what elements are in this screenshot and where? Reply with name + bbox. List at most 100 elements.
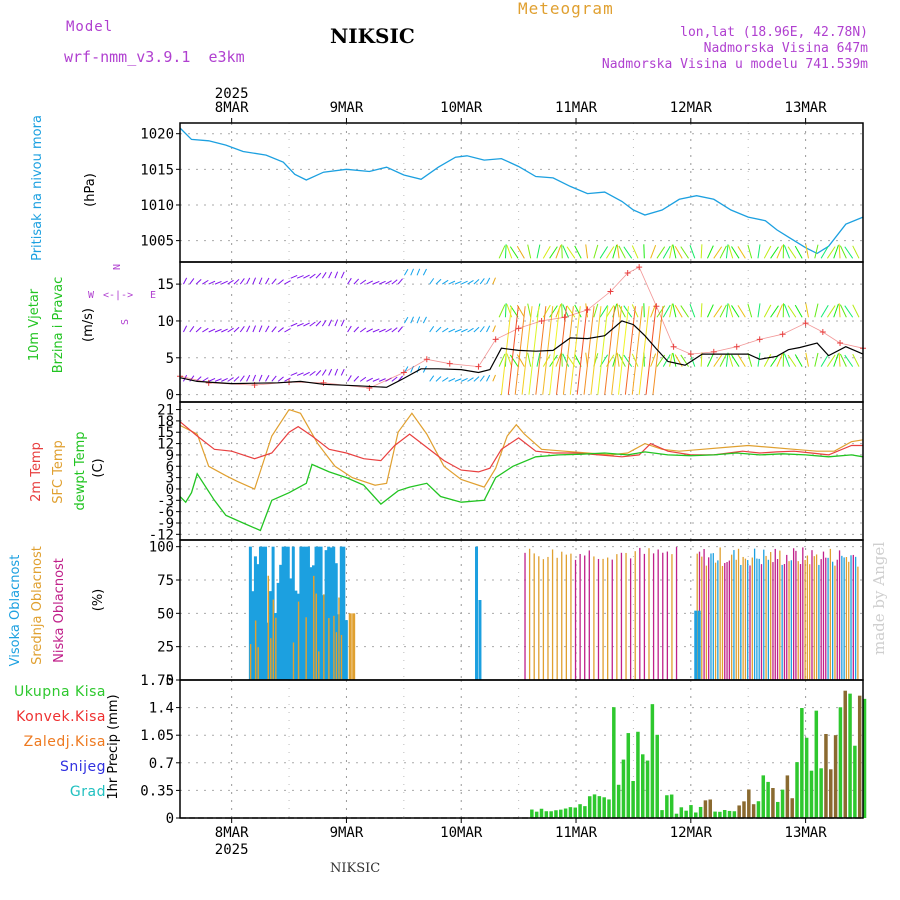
cloud-bar-high [279,564,283,680]
wind-arrow [527,352,532,367]
wind-arrow [214,281,222,285]
cloud-bar-low [703,549,705,680]
wind-arrow [631,353,639,367]
cloud-bar-low [719,547,721,680]
wind-arrow [674,304,683,318]
wind-arrow [674,245,683,259]
wind-arrow [672,303,677,318]
precip-bar [843,690,847,818]
wind-arrow [556,306,568,395]
y-tick-label: 75 [157,573,174,589]
wind-arrow [265,325,270,333]
wind-arrow [296,322,304,327]
precip-bar [640,754,645,818]
cloud-bar-low [717,560,719,680]
wind-arrow [290,274,298,279]
cloud-bar-low [556,557,558,680]
cloud-bar-low [625,552,627,680]
wind-arrow [783,353,790,367]
elevation-label: Nadmorska Visina 647m [703,41,868,56]
cloud-bar-high [697,610,701,680]
wind-arrow [509,246,519,259]
cloud-bar-low [776,559,779,680]
wind-arrow [416,268,421,276]
cloud-bar-high [327,546,331,680]
wind-arrow [321,319,327,327]
cloud-bar-low [712,553,714,680]
cloud-bar-low [809,564,811,680]
precip-bar [756,801,761,818]
wind-arrow [385,328,392,333]
y-tick-label: 1020 [140,127,174,143]
cloud-bar-mid [257,647,259,680]
wind-arrow [504,303,507,318]
precip-bar [722,809,727,818]
wind-arrow [372,280,380,285]
cloud-bar-low [730,554,733,680]
wind-arrow [277,376,284,382]
cloud-bar-high [291,546,295,680]
cloud-bar-high [299,546,303,680]
wind-arrow [359,376,367,382]
wind-arrow [833,353,839,367]
cloud-bar-low [657,549,659,680]
wind-arrow [787,246,797,259]
wind-arrow [844,305,854,318]
wind-arrow [616,352,620,367]
cloud-bar-high [332,546,336,680]
wind-arrow [429,375,435,382]
wind-arrow [643,303,645,318]
wind-arrow [435,326,442,333]
wind-arrow [492,325,496,333]
wind-arrow [839,353,847,367]
wind-arrow [844,246,854,259]
wind-arrow [233,278,240,285]
precip-bar [592,794,597,818]
wind-arrow [776,304,783,318]
cloud-bar-mid [323,594,325,680]
wind-arrow [448,377,456,382]
wind-arrow [498,304,506,318]
y-tick-label: 21 [157,403,174,419]
y-tick-label: 25 [157,640,174,656]
wind-arrow [805,244,809,259]
precip-bar [549,811,553,818]
wind-arrow [498,245,506,259]
cloud-bar-low [815,554,818,680]
cloud-bar-low [629,558,632,680]
cloud-bar-low [749,565,751,680]
cloud-bar-low [708,557,710,680]
y-tick-label: 0 [166,811,174,827]
cloud-bar-low [845,557,848,680]
wind-arrow [328,319,333,327]
wind-arrow [839,304,847,318]
wind-arrow [737,354,746,367]
wind-arrow [309,273,316,279]
wind-arrow [334,368,339,376]
wind-arrow [296,275,304,279]
precip-bar [751,804,756,818]
cloud-bar-low [848,561,850,680]
precip-bar [573,807,577,818]
wind-arrow [820,246,829,259]
precip-bar [636,731,640,818]
wind-arrow [252,374,257,382]
wind-arrow [562,353,570,367]
wind-arrow [536,244,541,259]
wind-arrow [202,377,209,382]
wind-arrow [290,322,298,327]
compass-s: S [120,319,131,325]
wind-arrow [410,316,414,324]
cloud-bar-low [772,562,774,680]
precip-bar [703,800,708,818]
wind-arrow [839,245,847,259]
wind-arrow [542,245,551,259]
wind-arrow [334,271,339,279]
wind-arrow [208,280,216,285]
precip-bar [853,745,857,818]
wind-arrow [787,354,797,367]
wind-arrow [442,377,449,382]
wind-arrow [707,353,714,367]
wind-arrow [448,328,456,333]
cloud-bar-mid [270,638,272,680]
